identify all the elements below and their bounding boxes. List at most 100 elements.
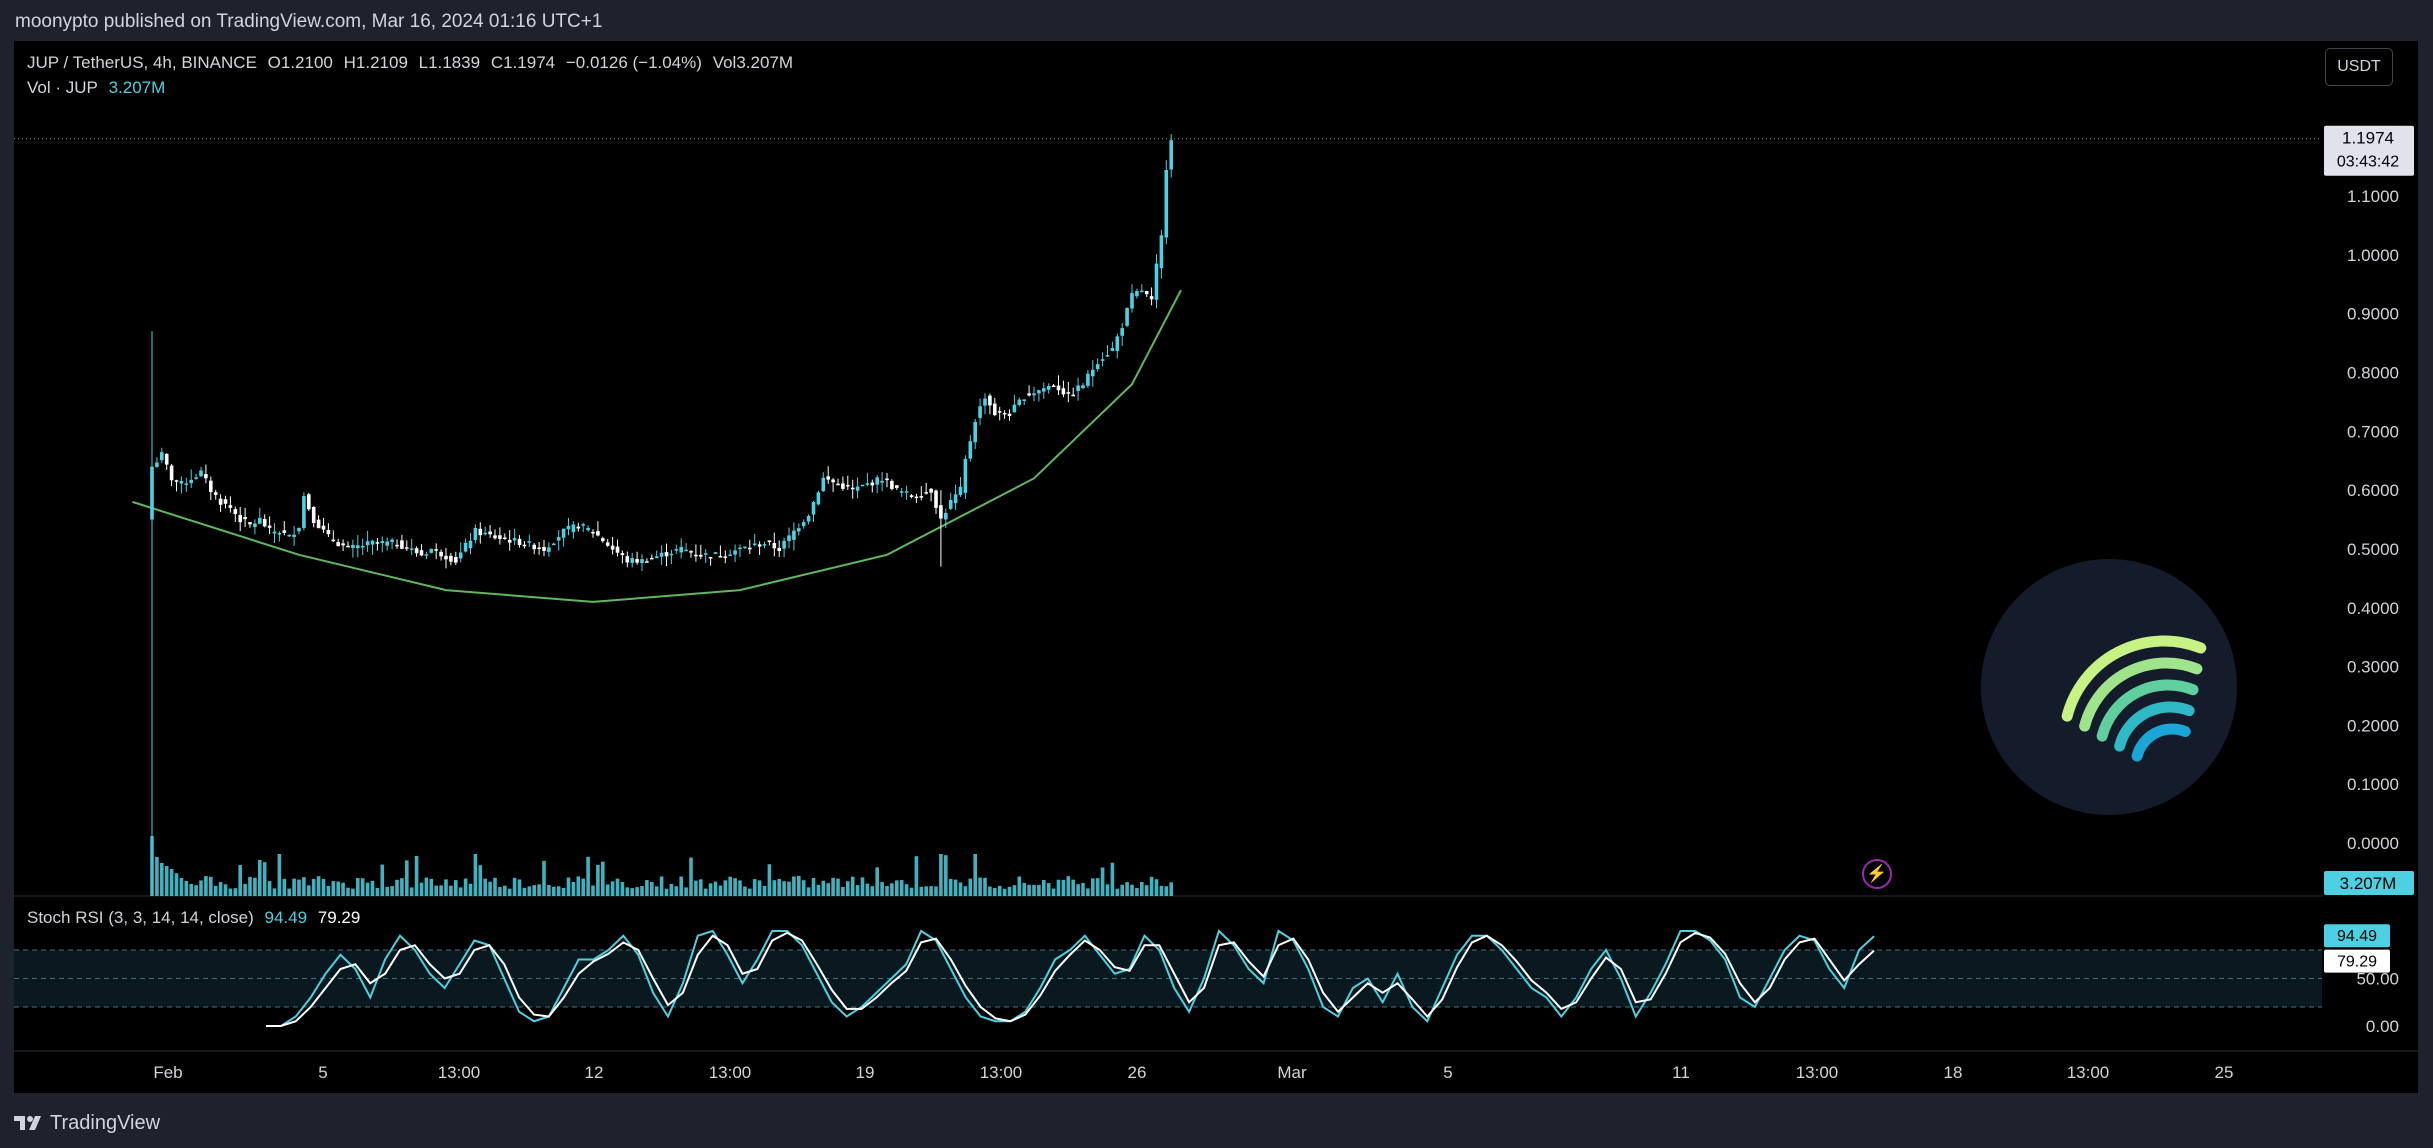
candle-body xyxy=(929,488,933,493)
candle-body xyxy=(630,558,634,564)
stoch-legend[interactable]: Stoch RSI (3, 3, 14, 14, close) 94.49 79… xyxy=(27,908,366,928)
volume-bar xyxy=(924,886,928,896)
price-tick-label: 1.1000 xyxy=(2347,187,2399,206)
candle-body xyxy=(267,525,272,528)
volume-bar xyxy=(1100,867,1105,896)
volume-bar xyxy=(654,886,659,896)
footer-brand[interactable]: TradingView xyxy=(50,1111,161,1134)
volume-bar xyxy=(463,878,468,896)
candle-body xyxy=(164,453,169,465)
volume-bar xyxy=(331,881,336,896)
candle-body xyxy=(174,480,179,482)
volume-bar xyxy=(1022,882,1026,896)
candle-body xyxy=(939,505,943,519)
volume-legend-value: 3.207M xyxy=(108,78,166,97)
candle-body xyxy=(1076,385,1080,392)
candle-body xyxy=(801,522,806,527)
volume-bar xyxy=(228,888,233,896)
chart-frame[interactable]: 0.0000 0.1000 0.2000 0.3000 0.4000 0.5000 0.60… xyxy=(14,41,2418,1093)
volume-bar xyxy=(282,878,287,896)
volume-bar xyxy=(718,885,723,896)
volume-bar xyxy=(1056,879,1061,896)
volume-bar xyxy=(1159,885,1164,896)
candle-body xyxy=(1086,373,1090,386)
volume-bar xyxy=(326,885,331,896)
candle-body xyxy=(880,480,884,483)
main-legend[interactable]: JUP / TetherUS, 4h, BINANCE O1.2100 H1.2… xyxy=(27,53,799,73)
candle-body xyxy=(953,494,958,504)
volume-bar xyxy=(233,888,238,896)
bolt-icon[interactable]: ⚡ xyxy=(1862,859,1892,889)
stoch-d-value: 79.29 xyxy=(317,908,361,927)
volume-bar xyxy=(953,879,958,896)
symbol-label[interactable]: JUP / TetherUS, 4h, BINANCE xyxy=(27,53,257,72)
volume-bar xyxy=(708,883,713,896)
stoch-k-line xyxy=(266,929,1875,1027)
stoch-d-badge-box xyxy=(2324,949,2390,973)
candle-body xyxy=(517,538,522,545)
volume-bar xyxy=(997,885,1002,896)
tradingview-logo-icon[interactable] xyxy=(14,1114,44,1132)
volume-bar xyxy=(341,882,345,896)
price-tick-label: 0.4000 xyxy=(2347,599,2399,618)
candle-body xyxy=(1135,291,1139,297)
time-tick-label: 13:00 xyxy=(709,1063,752,1082)
candle-body xyxy=(875,477,879,485)
candle-body xyxy=(287,534,291,537)
candle-body xyxy=(752,543,757,545)
footer: TradingView xyxy=(14,1110,160,1136)
volume-bar xyxy=(1125,882,1129,896)
jupiter-logo-icon xyxy=(1981,559,2237,815)
candle-body xyxy=(1105,355,1110,357)
candle-body xyxy=(797,528,801,532)
chart-canvas[interactable]: 0.0000 0.1000 0.2000 0.3000 0.4000 0.5000 0.60… xyxy=(14,41,2418,1093)
volume-bar xyxy=(287,888,291,896)
currency-button[interactable]: USDT xyxy=(2325,48,2393,86)
volume-bar xyxy=(1120,884,1124,896)
candle-body xyxy=(532,544,536,550)
candle-body xyxy=(321,525,326,530)
volume-bar xyxy=(449,885,453,896)
candle-body xyxy=(370,540,375,545)
candle-body xyxy=(605,542,610,546)
candle-body xyxy=(738,547,742,550)
logo-stripe xyxy=(2114,701,2195,752)
candle-body xyxy=(762,544,767,546)
volume-bar xyxy=(566,877,571,896)
volume-legend[interactable]: Vol · JUP 3.207M xyxy=(27,78,171,98)
volume-bar xyxy=(713,881,718,896)
volume-bar xyxy=(356,878,360,896)
volume-bar xyxy=(576,876,581,896)
volume-badge-box xyxy=(2324,871,2414,895)
candle-body xyxy=(1046,385,1051,390)
volume-bar xyxy=(699,879,703,896)
candle-body xyxy=(307,494,311,510)
candle-body xyxy=(1012,404,1017,413)
volume-bar xyxy=(321,878,326,896)
volume-bar xyxy=(292,878,296,896)
volume-bar xyxy=(650,881,654,896)
volume-bar xyxy=(1066,876,1071,896)
candle-body xyxy=(478,528,483,536)
volume-bar xyxy=(1027,884,1031,896)
volume-bar xyxy=(253,877,257,896)
candle-body xyxy=(664,552,669,557)
volume-bar xyxy=(258,859,262,896)
candle-body xyxy=(169,465,174,481)
candle-body xyxy=(458,552,463,559)
candle-body xyxy=(713,552,718,554)
volume-bar xyxy=(160,863,164,896)
candle-body xyxy=(155,462,159,467)
volume-bar xyxy=(248,876,252,896)
volume-bar xyxy=(738,880,742,896)
candle-body xyxy=(561,528,566,538)
volume-bar xyxy=(772,880,777,896)
candle-body xyxy=(566,525,571,530)
volume-bar xyxy=(395,879,399,896)
candle-body xyxy=(718,556,723,558)
candle-body xyxy=(414,548,419,554)
volume-bar xyxy=(517,879,522,896)
volume-bar xyxy=(757,880,762,896)
time-tick-label: Mar xyxy=(1277,1063,1307,1082)
candle-body xyxy=(899,491,904,493)
